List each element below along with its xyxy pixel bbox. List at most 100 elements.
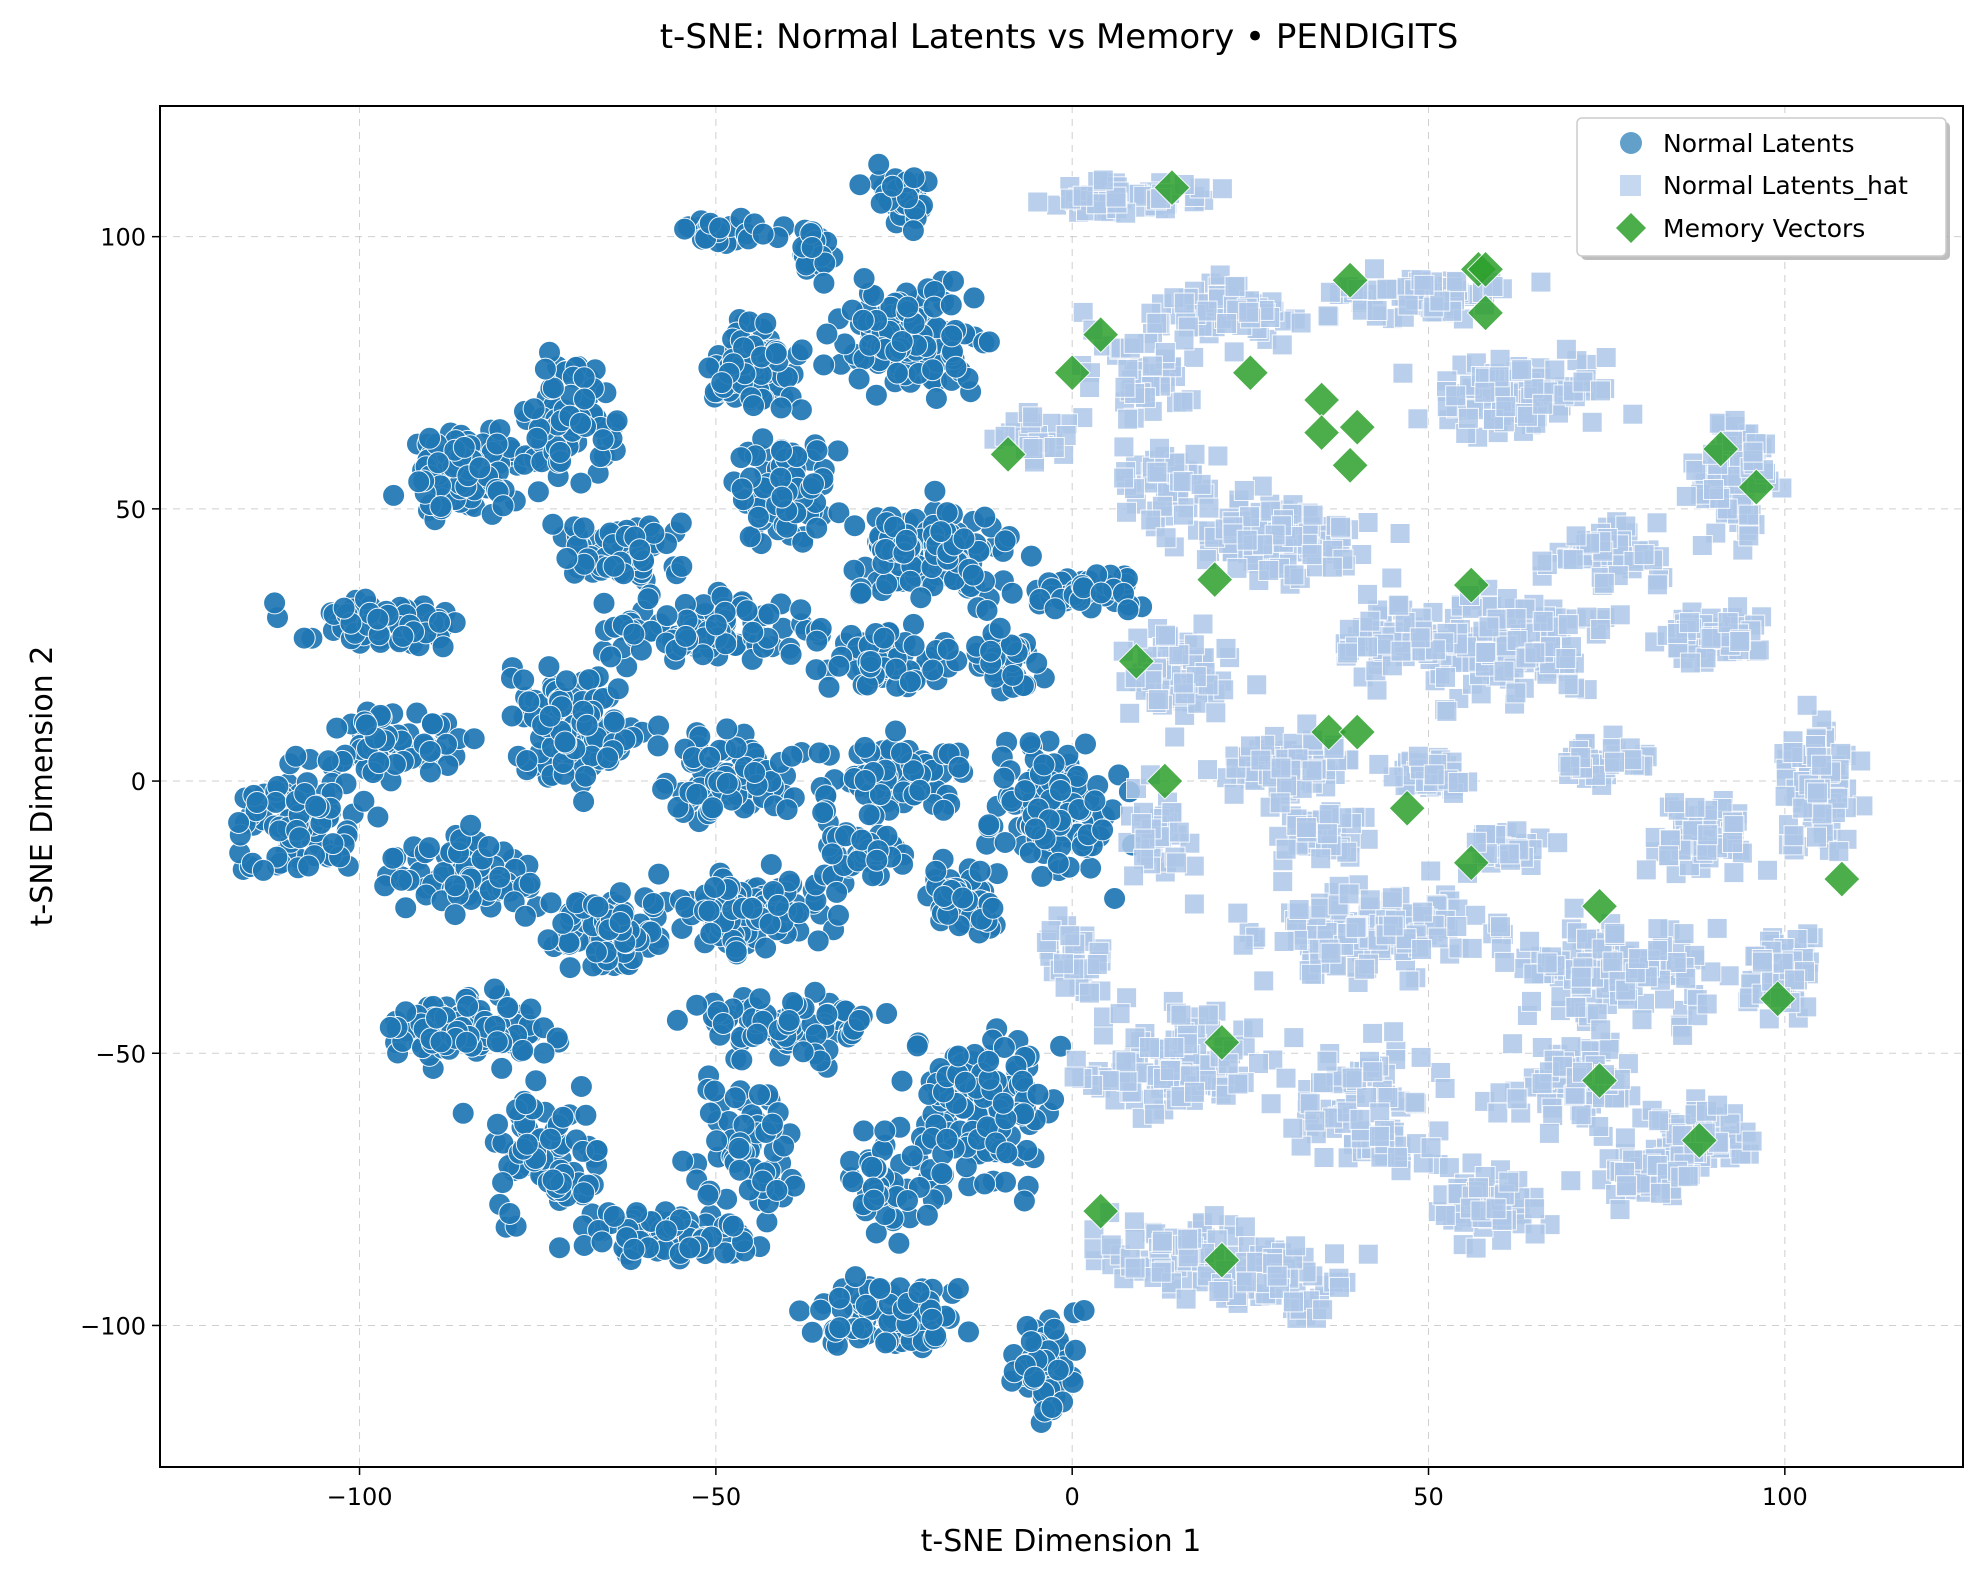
normal-latent-point [825,880,849,904]
normal-latent-hat-point [1706,917,1728,939]
normal-latent-hat-point [1570,966,1592,988]
normal-latent-hat-point [1310,848,1332,870]
normal-latent-hat-point [1362,1061,1384,1083]
normal-latent-hat-point [1542,1105,1564,1127]
normal-latent-hat-point [1390,640,1412,662]
normal-latent-hat-point [1524,642,1546,664]
normal-latent-point [227,811,251,834]
normal-latent-point [896,295,920,319]
normal-latent-hat-point [1664,792,1685,814]
normal-latent-point [1049,779,1072,802]
normal-latent-point [881,174,904,198]
normal-latent-hat-point [1232,934,1254,956]
normal-latent-point [953,1070,977,1094]
normal-latent-point [1046,851,1070,875]
normal-latent-point [939,293,963,317]
normal-latent-point [417,836,441,860]
normal-latent-point [746,505,770,529]
normal-latent-point [297,854,321,878]
normal-latent-hat-point [1524,1198,1546,1220]
normal-latent-point [418,740,442,763]
normal-latent-hat-point [1387,1146,1409,1168]
normal-latent-point [930,1162,954,1185]
normal-latent-point [418,426,442,450]
normal-latent-point [602,710,626,734]
normal-latent-point [864,383,888,407]
normal-latent-point [1040,1396,1064,1419]
normal-latent-point [935,1127,959,1151]
normal-latent-point [425,1006,448,1030]
normal-latent-point [366,607,390,631]
normal-latent-point [898,569,922,593]
normal-latent-hat-point [1022,438,1044,459]
normal-latent-hat-point [1434,1205,1456,1226]
normal-latent-point [488,865,512,889]
normal-latent-hat-point [1602,951,1624,973]
normal-latent-point [381,846,405,870]
normal-latent-hat-point [1283,1027,1305,1049]
normal-latent-point [485,432,509,456]
normal-latent-hat-point [1183,855,1205,877]
normal-latent-hat-point [1648,1110,1670,1132]
normal-latent-point [551,911,575,935]
normal-latent-hat-point [1313,1147,1335,1168]
normal-latent-point [988,616,1012,640]
normal-latent-hat-point [1149,437,1170,459]
normal-latent-hat-point [1072,301,1094,323]
normal-latent-point [636,587,660,611]
normal-latent-hat-point [1506,1088,1528,1110]
normal-latent-point [807,741,831,765]
normal-latent-point [696,1183,720,1207]
normal-latent-hat-point [1227,1073,1249,1095]
normal-latent-hat-point [1345,917,1367,939]
normal-latent-point [592,591,616,615]
normal-latent-point [924,387,948,410]
normal-latent-hat-point [1366,300,1388,321]
normal-latent-hat-point [1673,923,1695,945]
normal-latent-hat-point [1531,550,1553,572]
normal-latent-hat-point [1196,300,1218,322]
normal-latent-point [875,1002,899,1025]
normal-latent-point [745,1022,769,1046]
normal-latent-point [525,426,549,450]
normal-latent-point [901,219,925,243]
normal-latent-point [738,525,762,549]
normal-latent-point [304,794,328,818]
normal-latent-point [486,1112,509,1136]
normal-latent-point [519,997,543,1021]
normal-latent-point [962,286,986,310]
normal-latent-point [477,835,501,858]
normal-latent-point [407,470,431,494]
normal-latent-point [839,1149,863,1173]
normal-latent-point [608,911,632,934]
normal-latent-hat-point [1498,1171,1520,1193]
normal-latent-hat-point [1357,583,1378,605]
normal-latent-hat-point [1487,1102,1509,1124]
normal-latent-hat-point [1828,841,1850,863]
normal-latent-hat-point [1172,391,1194,413]
normal-latent-hat-point [1434,1078,1456,1099]
normal-latent-hat-point [1216,313,1238,334]
normal-latent-hat-point [1590,1019,1612,1041]
normal-latent-point [591,428,615,452]
normal-latent-point [541,512,565,536]
normal-latent-point [973,1172,997,1196]
normal-latent-hat-point [1304,1110,1326,1132]
normal-latent-point [569,411,592,435]
normal-latent-hat-point [1436,700,1458,722]
normal-latent-point [367,751,391,775]
normal-latent-hat-point [1397,294,1419,316]
normal-latent-hat-point [1724,409,1746,431]
normal-latent-point [1023,817,1047,841]
normal-latent-point [805,629,829,653]
normal-latent-hat-point [1275,1067,1297,1089]
normal-latent-hat-point [1072,185,1094,207]
normal-latent-hat-point [1369,1102,1391,1124]
normal-latent-point [815,322,839,346]
normal-latent-point [932,798,956,822]
normal-latent-hat-point [1491,1229,1513,1251]
normal-latent-point [572,790,596,814]
normal-latent-hat-point [1248,1053,1269,1074]
normal-latent-hat-point [1251,475,1273,497]
normal-latent-point [827,1286,851,1310]
